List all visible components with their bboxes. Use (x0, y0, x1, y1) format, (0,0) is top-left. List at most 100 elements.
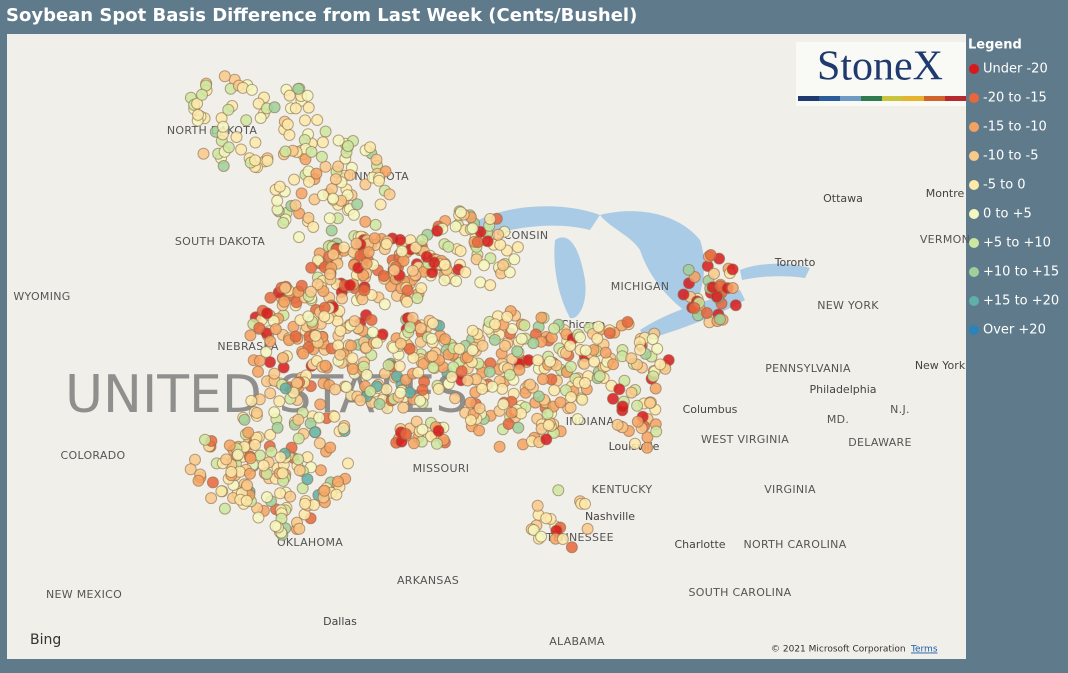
basis-dot (373, 174, 385, 187)
basis-dot (327, 248, 340, 261)
basis-dot (616, 400, 629, 413)
basis-dot (407, 437, 420, 450)
basis-dot (414, 394, 427, 407)
basis-dot (254, 112, 267, 124)
basis-dot (301, 89, 314, 102)
basis-dot (196, 88, 208, 101)
basis-dot (579, 497, 591, 510)
basis-dot (332, 160, 345, 173)
basis-dot (542, 419, 555, 432)
basis-dot (634, 343, 647, 356)
map-label: KENTUCKY (592, 483, 653, 496)
basis-dot (459, 266, 472, 279)
basis-dot (625, 386, 638, 399)
basis-dot (309, 329, 322, 342)
basis-dot (273, 395, 286, 408)
map-label: Philadelphia (809, 383, 876, 396)
basis-dot (374, 198, 387, 211)
basis-dot (364, 141, 377, 154)
basis-dot (370, 153, 383, 166)
basis-dot (677, 288, 690, 301)
dots (184, 70, 742, 554)
copyright: © 2021 Microsoft Corporation (771, 645, 906, 655)
basis-dot (378, 298, 391, 311)
map-label: Montre (926, 187, 965, 200)
basis-dot (230, 131, 243, 143)
basis-dot (279, 382, 292, 395)
basis-dot (476, 339, 489, 352)
basis-dot (281, 118, 294, 131)
basis-dot (488, 333, 501, 346)
basis-dot (515, 332, 528, 345)
basis-dot (268, 101, 281, 114)
basis-dot (283, 89, 296, 102)
basis-dot (650, 425, 663, 438)
map-label: NORTH CAROLINA (743, 538, 846, 551)
basis-dot (527, 337, 540, 350)
basis-dot (536, 373, 549, 386)
basis-dot (244, 452, 257, 465)
basis-dot (511, 345, 524, 358)
basis-dot (629, 437, 641, 450)
basis-dot (345, 339, 357, 352)
basis-dot (292, 413, 305, 426)
legend-swatch (969, 209, 979, 219)
legend-swatch (969, 180, 979, 190)
basis-dot (192, 108, 204, 121)
basis-dot (501, 310, 514, 323)
map-label: SOUTH CAROLINA (688, 586, 791, 599)
basis-dot (396, 245, 408, 258)
basis-dot (478, 259, 490, 272)
basis-dot (394, 386, 407, 399)
basis-dot (218, 70, 231, 83)
basis-dot (295, 187, 308, 200)
basis-dot (271, 421, 284, 434)
basis-dot (473, 402, 486, 415)
basis-dot (215, 485, 228, 498)
basis-dot (607, 392, 619, 405)
basis-dot (432, 382, 445, 395)
basis-dot (324, 268, 336, 281)
basis-dot (654, 358, 667, 371)
basis-dot (461, 374, 474, 387)
basis-dot (409, 241, 422, 254)
basis-dot (484, 279, 497, 292)
basis-dot (279, 145, 292, 158)
basis-dot (249, 136, 262, 149)
terms-link[interactable]: Terms (910, 645, 938, 655)
map-label: ALABAMA (549, 635, 605, 648)
basis-dot (220, 453, 233, 466)
basis-dot (223, 439, 236, 452)
basis-dot (274, 487, 287, 500)
basis-dot (603, 327, 616, 340)
basis-dot (646, 333, 659, 346)
legend-label: -15 to -10 (983, 120, 1047, 135)
basis-dot (512, 421, 525, 434)
map-label: Ottawa (823, 192, 863, 205)
basis-dot (527, 524, 540, 536)
basis-dot (427, 361, 440, 374)
basis-dot (327, 192, 340, 205)
basis-dot (649, 382, 662, 395)
basis-dot (244, 329, 257, 342)
basis-dot (430, 437, 443, 450)
basis-dot (334, 348, 347, 361)
basis-dot (366, 326, 379, 339)
basis-dot (474, 276, 487, 289)
logo-stripe (819, 96, 840, 101)
basis-dot (269, 520, 282, 533)
basis-dot (591, 332, 604, 345)
basis-dot (334, 324, 347, 337)
basis-dot (293, 464, 306, 477)
basis-dot (360, 369, 373, 381)
map-label: Dallas (323, 615, 357, 628)
basis-dot (261, 491, 273, 504)
map-label: NEW MEXICO (46, 588, 122, 601)
basis-dot (278, 295, 291, 308)
basis-dot (365, 314, 378, 326)
basis-dot (313, 437, 326, 450)
map-label: Toronto (774, 256, 816, 269)
basis-dot (464, 396, 477, 409)
basis-dot (222, 141, 235, 154)
